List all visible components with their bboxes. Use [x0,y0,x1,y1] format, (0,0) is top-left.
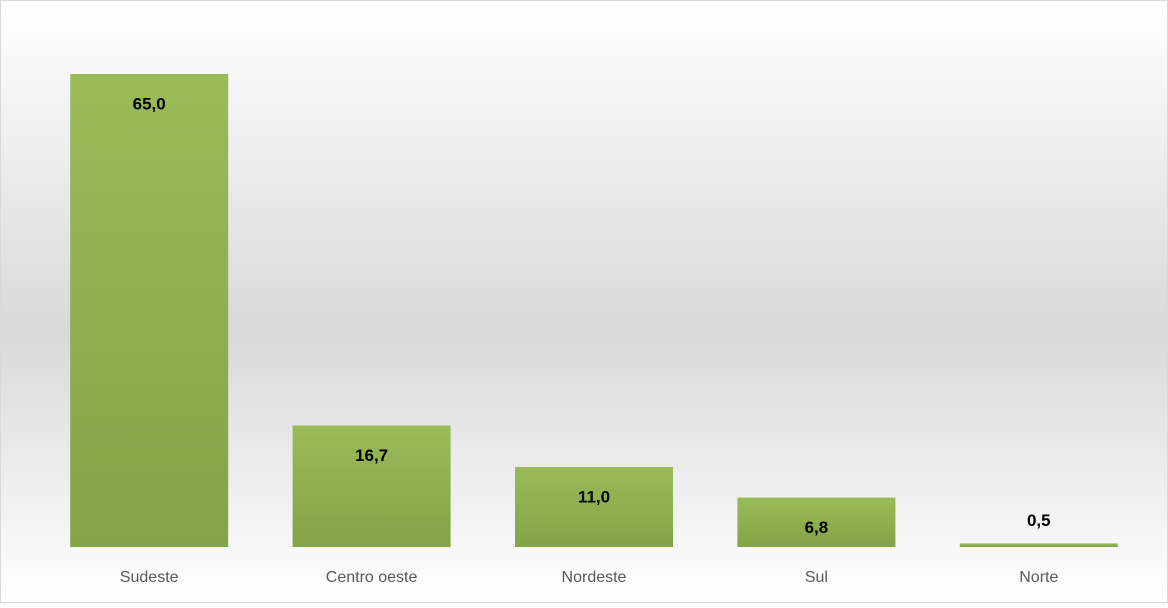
data-label: 65,0 [133,94,166,113]
x-tick-label: Nordeste [562,569,627,586]
data-label: 0,5 [1027,511,1051,530]
x-tick-label: Centro oeste [326,569,418,586]
bar [292,425,451,547]
bar [737,497,896,547]
x-tick-label: Norte [1019,569,1058,586]
bar [959,543,1118,547]
x-tick-label: Sudeste [120,569,179,586]
bar [70,74,229,547]
bar [515,466,673,547]
data-label: 6,8 [805,518,829,537]
data-label: 11,0 [578,487,610,506]
x-tick-label: Sul [805,569,828,586]
data-label: 16,7 [355,446,388,465]
